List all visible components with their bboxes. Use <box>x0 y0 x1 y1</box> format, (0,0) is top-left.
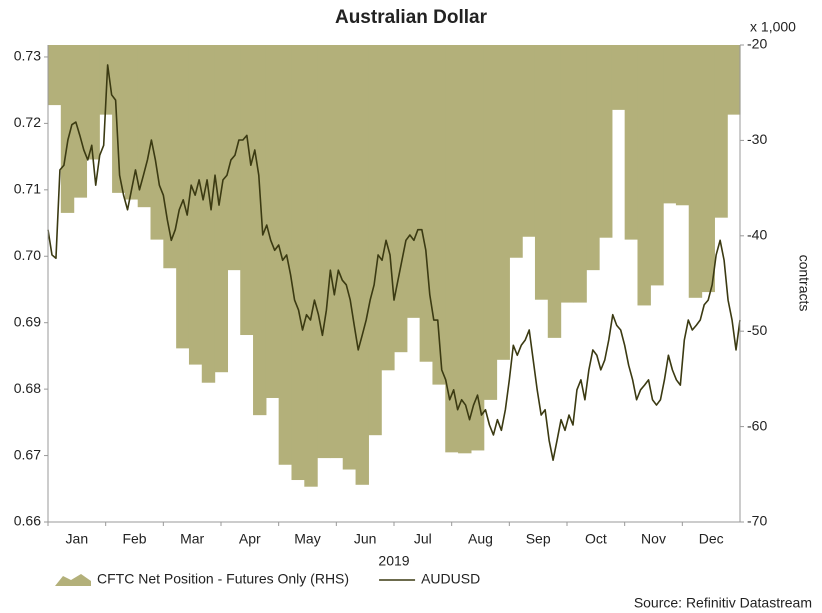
area-step <box>688 45 703 298</box>
area-step <box>60 45 75 213</box>
area-step <box>586 45 600 271</box>
y-tick-label: 0.70 <box>14 247 41 263</box>
area-step <box>714 45 728 218</box>
area-step <box>727 45 741 115</box>
area-step <box>509 45 523 258</box>
area-step <box>419 45 434 362</box>
y2-tick-label: -60 <box>747 417 767 433</box>
source: Source: Refinitiv Datastream <box>634 595 812 611</box>
area-step <box>522 45 536 237</box>
y2-axis-label: contracts <box>796 255 812 312</box>
area-step <box>368 45 382 436</box>
area-step <box>394 45 408 353</box>
y2-tick-label: -30 <box>747 131 767 147</box>
legend-label: AUDUSD <box>421 571 480 587</box>
area-step <box>547 45 562 338</box>
line <box>47 64 741 462</box>
area-step <box>599 45 613 238</box>
area-step <box>663 45 677 204</box>
area-step <box>432 45 446 385</box>
y-tick-label: 0.73 <box>14 48 41 64</box>
area-step <box>124 45 139 200</box>
area-step <box>214 45 229 373</box>
area-step <box>573 45 587 303</box>
area-step <box>176 45 190 349</box>
y2-tick-label: -20 <box>747 36 767 52</box>
legend-swatch <box>55 574 91 586</box>
area-step <box>637 45 651 306</box>
x-tick-label: Nov <box>641 531 666 547</box>
x-tick-label: Dec <box>699 531 724 547</box>
area-step <box>560 45 575 303</box>
y2-unit: x 1,000 <box>750 19 796 35</box>
area-step <box>329 45 344 459</box>
x-tick-label: Sep <box>526 531 551 547</box>
area-step <box>470 45 485 451</box>
area-step <box>86 45 100 160</box>
area-step <box>291 45 305 481</box>
y-tick-label: 0.72 <box>14 114 41 130</box>
x-tick-label: Aug <box>468 531 493 547</box>
x-tick-label: May <box>294 531 320 547</box>
x-tick-label: Mar <box>180 531 204 547</box>
area-step <box>650 45 664 286</box>
legend-label: CFTC Net Position - Futures Only (RHS) <box>97 571 349 587</box>
area-step <box>48 45 62 106</box>
y2-tick-label: -50 <box>747 322 767 338</box>
area-step <box>278 45 293 465</box>
area-step <box>265 45 280 398</box>
area-step <box>317 45 331 459</box>
area-step <box>611 45 626 110</box>
area-step <box>137 45 152 208</box>
area-step <box>483 45 498 400</box>
x-tick-label: Feb <box>122 531 146 547</box>
area-step <box>227 45 241 271</box>
x-tick-label: Jun <box>354 531 377 547</box>
area-step <box>188 45 203 365</box>
area-step <box>240 45 254 336</box>
x-tick-label: Jul <box>414 531 432 547</box>
area-step <box>445 45 459 453</box>
area-step <box>381 45 395 371</box>
area-step <box>534 45 549 300</box>
area-step <box>150 45 164 240</box>
y-tick-label: 0.69 <box>14 313 41 329</box>
area-step <box>675 45 690 206</box>
y-tick-label: 0.66 <box>14 513 41 529</box>
x-tick-label: Oct <box>585 531 607 547</box>
y-tick-label: 0.71 <box>14 181 41 197</box>
area-step <box>458 45 472 454</box>
area-step <box>406 45 421 318</box>
area-step <box>624 45 639 240</box>
area-step <box>253 45 267 416</box>
x-axis-label: 2019 <box>378 553 409 569</box>
area-step <box>496 45 510 360</box>
area-step <box>112 45 126 193</box>
area-step <box>201 45 216 383</box>
chart-title: Australian Dollar <box>335 7 488 28</box>
y-tick-label: 0.67 <box>14 446 41 462</box>
y2-tick-label: -40 <box>747 227 767 243</box>
area-step <box>99 45 113 115</box>
area-step <box>73 45 88 198</box>
y2-tick-label: -70 <box>747 513 767 529</box>
y-tick-label: 0.68 <box>14 380 41 396</box>
x-tick-label: Jan <box>66 531 89 547</box>
area-step <box>304 45 318 487</box>
area-step <box>701 45 715 293</box>
area-step <box>355 45 369 485</box>
x-tick-label: Apr <box>239 531 261 547</box>
area-step <box>342 45 357 470</box>
